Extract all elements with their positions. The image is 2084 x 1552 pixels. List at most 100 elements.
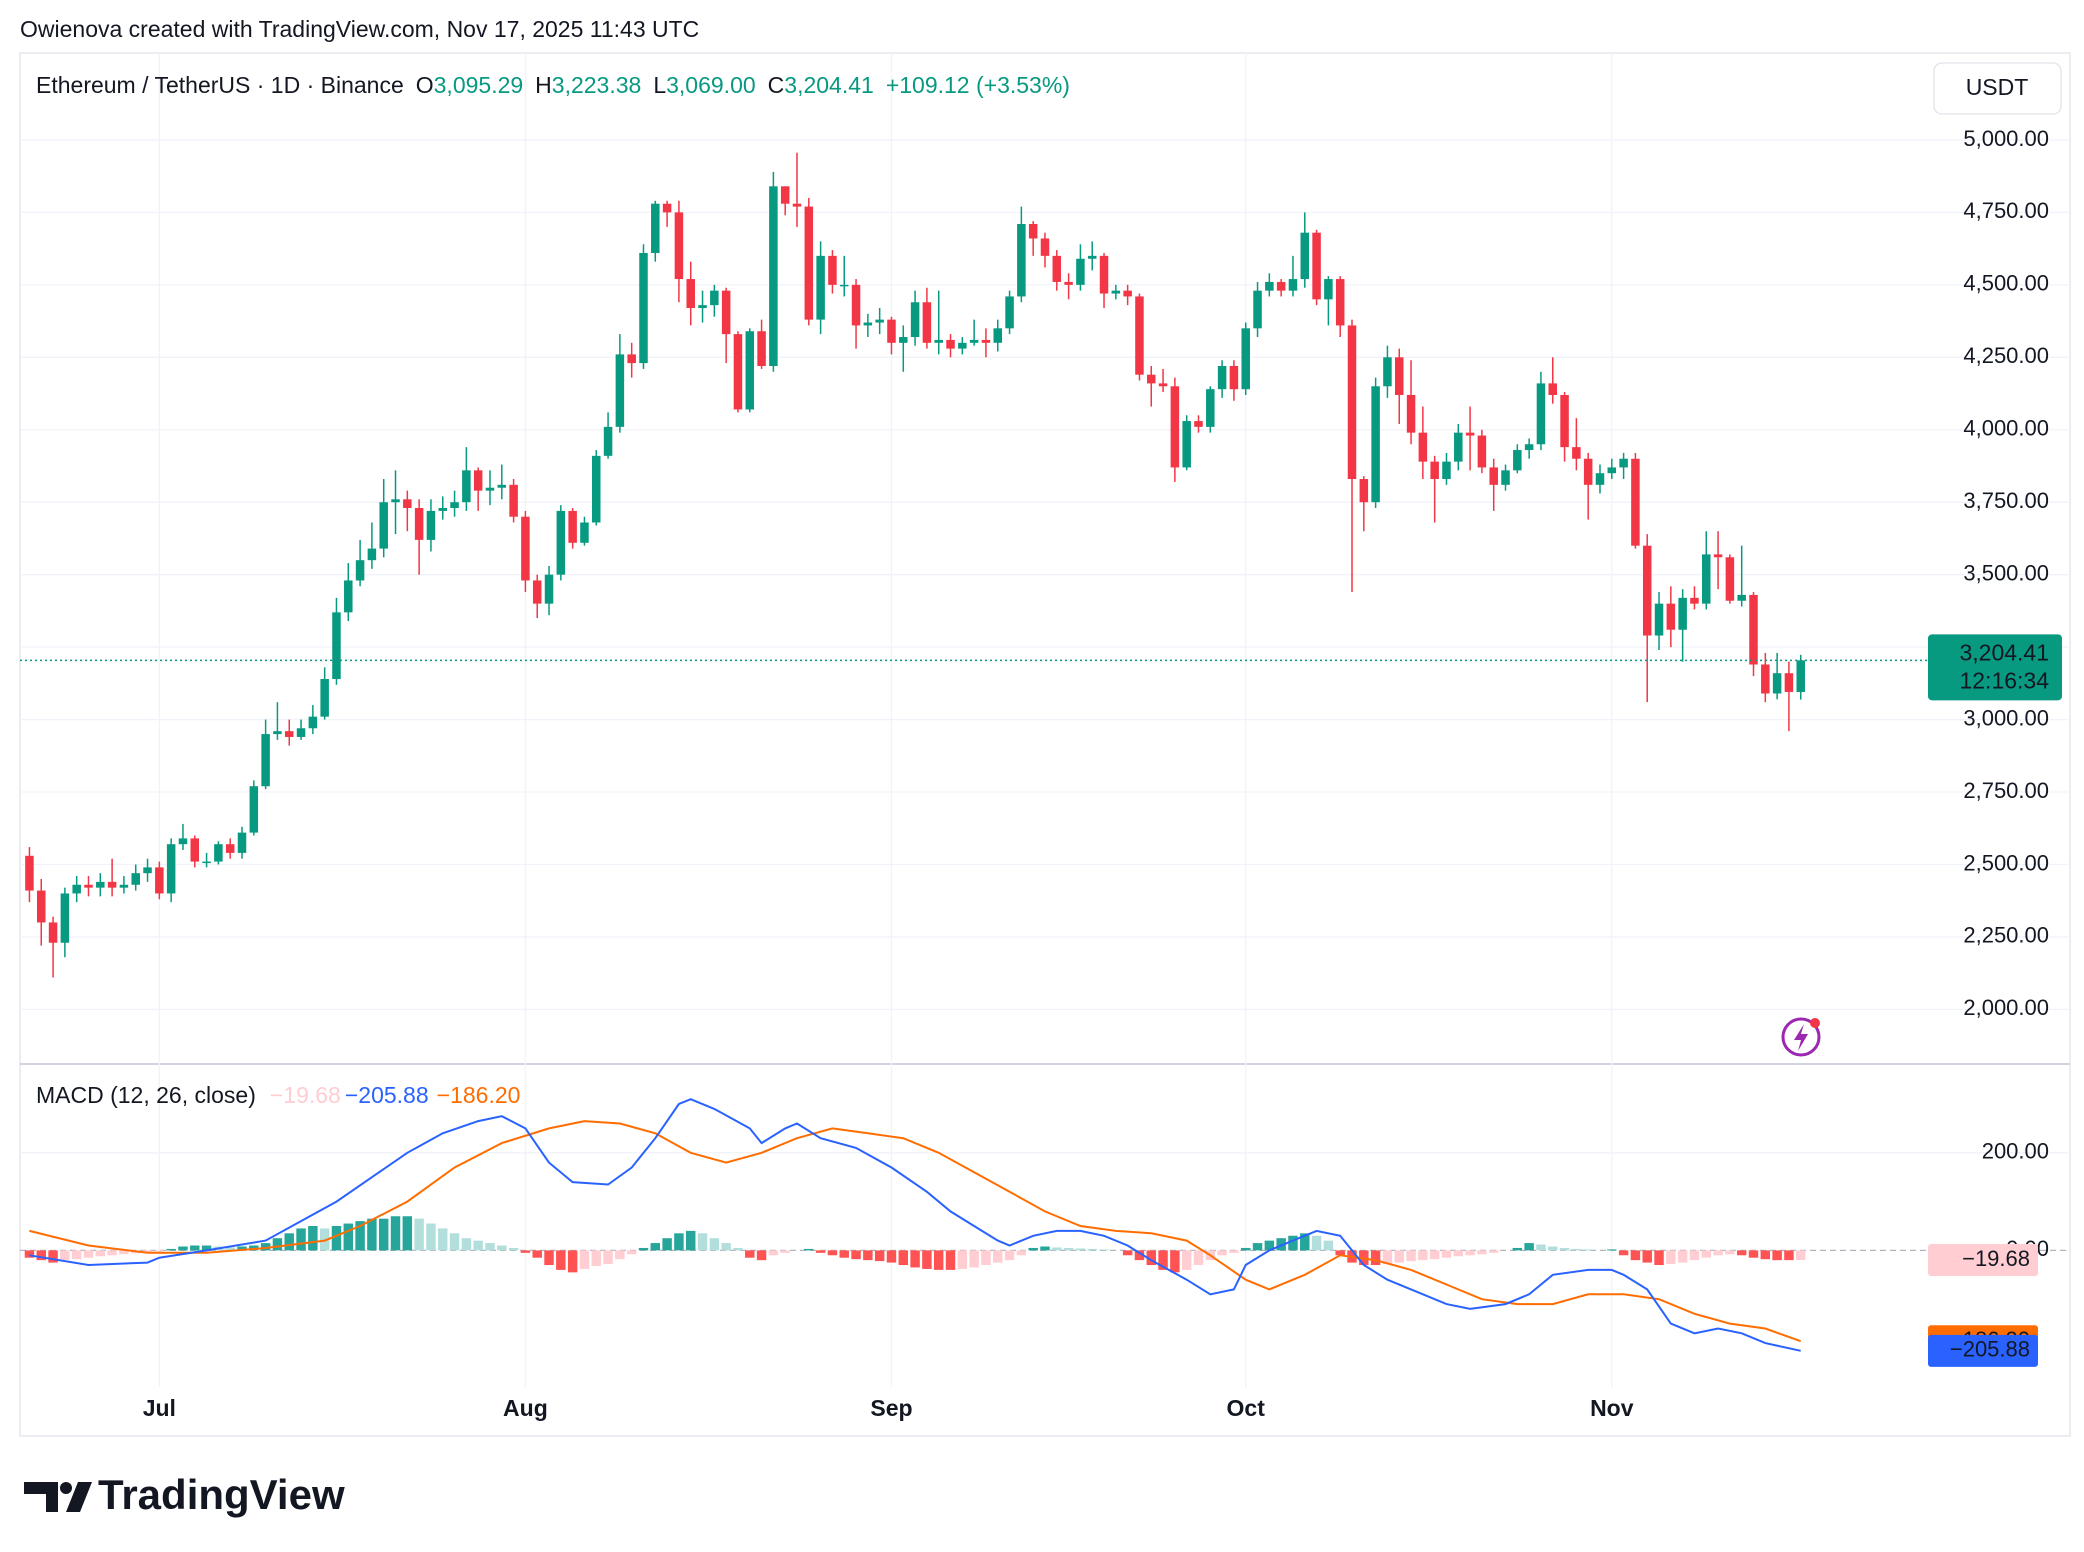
histogram-bar — [1418, 1250, 1428, 1261]
candle-body — [592, 455, 601, 523]
ohlc-value: 3,069.00 — [666, 72, 756, 98]
candle-body — [863, 322, 873, 326]
candle-body — [1276, 281, 1286, 291]
histogram-bar — [1725, 1250, 1735, 1255]
candle-body — [485, 487, 495, 491]
histogram-bar — [745, 1250, 755, 1258]
currency-button[interactable] — [1933, 62, 2062, 115]
candle-body — [403, 499, 412, 509]
logo-t — [24, 1482, 58, 1512]
histogram-bar — [780, 1250, 790, 1253]
candle-body — [308, 716, 318, 729]
histogram-bar — [1689, 1250, 1700, 1261]
signal-value: −186.20 — [437, 1082, 521, 1108]
candle-body — [792, 203, 802, 207]
candle-body — [178, 838, 188, 845]
histogram-bar — [473, 1240, 483, 1251]
candle-body — [686, 279, 695, 309]
alert-dot[interactable] — [1810, 1018, 1820, 1028]
histogram-bar — [508, 1247, 519, 1251]
histogram-bar — [1016, 1250, 1027, 1256]
histogram-bar — [1701, 1250, 1711, 1258]
candle-body — [190, 838, 200, 862]
candle-body — [202, 861, 211, 864]
histogram-bar — [107, 1250, 117, 1256]
candle-body — [379, 502, 388, 549]
currency[interactable]: USDT — [1966, 74, 2029, 100]
candle-body — [1111, 290, 1121, 294]
histogram-bar — [355, 1221, 365, 1251]
histogram-bar — [603, 1250, 613, 1265]
candle-body — [1064, 281, 1073, 285]
candle-body — [1513, 450, 1522, 471]
ohlc-label: H — [535, 72, 552, 98]
histogram-bar — [910, 1250, 920, 1268]
macd-title: MACD (12, 26, close) — [36, 1082, 256, 1108]
candle-body — [521, 516, 530, 581]
histogram-bar — [1004, 1250, 1015, 1261]
histogram-bar — [1536, 1244, 1546, 1251]
candle-body — [1241, 328, 1250, 390]
histogram-bar — [981, 1250, 991, 1266]
candle-body — [72, 884, 81, 894]
candle-body — [1725, 557, 1735, 601]
candle-body — [1158, 383, 1168, 387]
histogram-bar — [1370, 1250, 1381, 1266]
alert-icon[interactable] — [1781, 1017, 1821, 1057]
candle-body — [1087, 255, 1097, 259]
histogram-bar — [804, 1248, 814, 1251]
histogram-bar — [367, 1218, 377, 1251]
histogram-bar — [1335, 1250, 1345, 1256]
candle-body — [922, 302, 932, 343]
candle-body — [887, 319, 896, 343]
histogram-bar — [1772, 1250, 1782, 1261]
candle-body — [1524, 444, 1534, 451]
histogram-bar — [1229, 1250, 1239, 1253]
histogram-bar — [922, 1250, 932, 1269]
candle-body — [1099, 255, 1109, 294]
candles — [20, 152, 1930, 978]
candle-body — [1442, 461, 1451, 480]
y-tick-label: 2,750.00 — [1963, 778, 2049, 803]
candle-body — [1619, 458, 1628, 468]
candle-body — [284, 731, 294, 737]
candle-body — [96, 881, 105, 888]
candle-body — [1749, 594, 1758, 665]
candle-body — [851, 284, 861, 326]
histogram-badge — [1928, 1243, 2038, 1276]
histogram-bar — [36, 1250, 46, 1261]
histogram-bar — [1252, 1243, 1263, 1251]
candle-body — [1536, 383, 1546, 445]
candle-body — [237, 832, 247, 853]
y-tick-label: 4,000.00 — [1963, 416, 2049, 441]
candle-body — [1548, 383, 1558, 395]
candle-body — [1017, 223, 1026, 297]
macd-tick-label: 200.00 — [1982, 1139, 2049, 1164]
histogram-bar — [1429, 1250, 1440, 1260]
histogram-bar — [532, 1250, 542, 1258]
histogram-bar — [993, 1250, 1003, 1263]
candle-body — [721, 290, 731, 335]
histogram-bar — [414, 1218, 424, 1251]
candle-body — [1123, 290, 1132, 297]
watermark: Owienova created with TradingView.com, N… — [20, 16, 699, 42]
candle-body — [1572, 447, 1581, 459]
histogram-bar — [733, 1247, 743, 1251]
histogram-bar — [166, 1248, 176, 1251]
candle-body — [273, 731, 282, 735]
histogram-bar — [1666, 1250, 1676, 1265]
candle-body — [1418, 432, 1428, 462]
histogram-bar — [1323, 1240, 1334, 1251]
ohlc-label: C — [768, 72, 785, 98]
histogram-bar — [1488, 1250, 1499, 1253]
histogram-bar — [119, 1250, 129, 1255]
histogram-bar — [851, 1250, 861, 1260]
alert-bolt[interactable] — [1794, 1024, 1808, 1051]
candle-body — [497, 484, 507, 488]
alert-ring[interactable] — [1781, 1017, 1821, 1057]
candle-body — [1690, 597, 1699, 604]
histogram-bar — [1052, 1247, 1062, 1251]
